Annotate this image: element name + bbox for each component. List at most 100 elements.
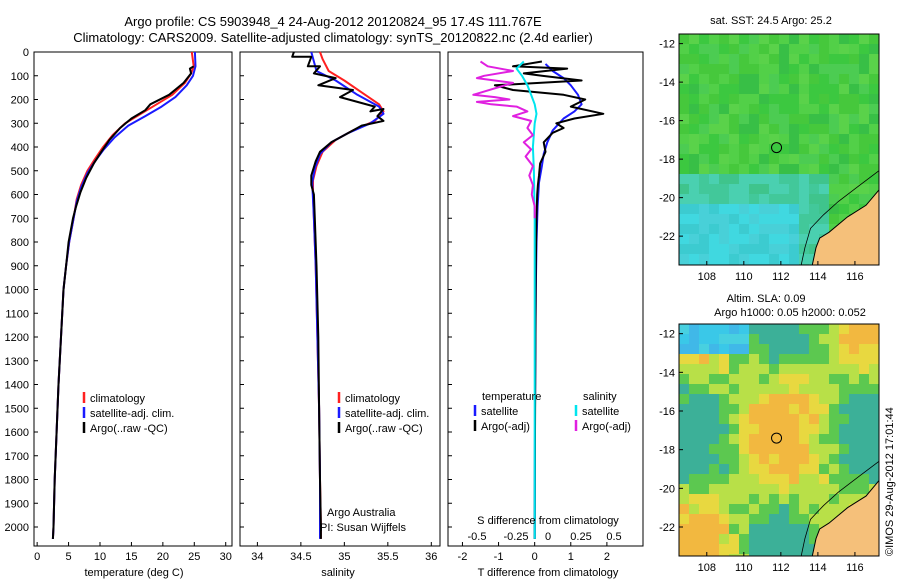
map-cell <box>759 204 769 214</box>
map-cell <box>699 174 709 184</box>
map-cell <box>699 254 709 264</box>
map-cell <box>729 244 739 254</box>
map-cell <box>859 384 869 394</box>
map-cell <box>749 244 759 254</box>
map-cell <box>749 524 759 534</box>
map-cell <box>759 124 769 134</box>
map-cell <box>849 434 859 444</box>
x-tick-label: 112 <box>772 271 790 283</box>
y-tick-label: -18 <box>659 154 675 166</box>
map-cell <box>789 374 799 384</box>
map-cell <box>779 364 789 374</box>
map-cell <box>749 254 759 264</box>
map-cell <box>789 364 799 374</box>
map-cell <box>759 154 769 164</box>
map-cell <box>789 434 799 444</box>
map-cell <box>719 64 729 74</box>
map-cell <box>839 494 849 504</box>
map-cell <box>839 164 849 174</box>
map-cell <box>819 154 829 164</box>
x-top-tick-label: 0.25 <box>570 531 591 543</box>
y-tick-label: 200 <box>11 95 29 107</box>
map-cell <box>719 384 729 394</box>
map-cell <box>709 424 719 434</box>
map-cell <box>709 104 719 114</box>
map-cell <box>679 344 689 354</box>
map-cell <box>679 104 689 114</box>
map-cell <box>769 174 779 184</box>
map-cell <box>719 484 729 494</box>
map-cell <box>829 384 839 394</box>
map-cell <box>679 164 689 174</box>
map-cell <box>759 354 769 364</box>
map-cell <box>699 434 709 444</box>
map-cell <box>749 364 759 374</box>
map-cell <box>759 84 769 94</box>
map-cell <box>719 464 729 474</box>
map-cell <box>769 524 779 534</box>
map-cell <box>749 114 759 124</box>
map-cell <box>699 164 709 174</box>
map-cell <box>679 64 689 74</box>
map-cell <box>809 224 819 234</box>
map-cell <box>809 534 819 544</box>
map-cell <box>829 494 839 504</box>
map-cell <box>809 64 819 74</box>
map-cell <box>759 374 769 384</box>
map-cell <box>849 74 859 84</box>
map-cell <box>679 384 689 394</box>
map-cell <box>839 214 849 224</box>
x-tick-label: 1 <box>568 551 574 563</box>
map-cell <box>859 154 869 164</box>
map-cell <box>719 524 729 534</box>
x-tick-label: 10 <box>94 551 106 563</box>
map-cell <box>789 544 799 554</box>
header-line-2: Climatology: CARS2009. Satellite-adjuste… <box>73 30 593 45</box>
map-cell <box>779 184 789 194</box>
map-cell <box>849 334 859 344</box>
map-cell <box>739 184 749 194</box>
map-cell <box>819 454 829 464</box>
map-cell <box>709 544 719 554</box>
map-cell <box>779 84 789 94</box>
map-cell <box>859 474 869 484</box>
map-cell <box>799 354 809 364</box>
map-cell <box>749 514 759 524</box>
map-cell <box>709 234 719 244</box>
map-cell <box>759 224 769 234</box>
map-cell <box>799 114 809 124</box>
x-tick-label: 110 <box>735 271 753 283</box>
map-cell <box>749 64 759 74</box>
map-cell <box>679 124 689 134</box>
map-cell <box>789 384 799 394</box>
map-cell <box>689 454 699 464</box>
map-cell <box>799 444 809 454</box>
map-cell <box>779 404 789 414</box>
map-cell <box>739 354 749 364</box>
map-cell <box>769 444 779 454</box>
map-cell <box>829 54 839 64</box>
map-cell <box>699 404 709 414</box>
map-cell <box>749 474 759 484</box>
y-tick-label: -12 <box>659 39 675 51</box>
series-line-2 <box>291 51 385 539</box>
map-cell <box>709 124 719 134</box>
map-cell <box>689 204 699 214</box>
temperature-panel: 0100200300400500600700800900100011001200… <box>5 47 233 563</box>
map-cell <box>719 224 729 234</box>
map-cell <box>699 44 709 54</box>
map-cell <box>699 454 709 464</box>
map-cell <box>679 524 689 534</box>
map-cell <box>849 374 859 384</box>
map-cell <box>849 54 859 64</box>
map-cell <box>849 494 859 504</box>
map-cell <box>839 464 849 474</box>
map-cell <box>819 124 829 134</box>
map-cell <box>709 84 719 94</box>
y-tick-label: 0 <box>23 47 29 59</box>
map-cell <box>719 234 729 244</box>
map-cell <box>819 354 829 364</box>
map-cell <box>819 484 829 494</box>
map-cell <box>739 204 749 214</box>
map-cell <box>869 384 879 394</box>
